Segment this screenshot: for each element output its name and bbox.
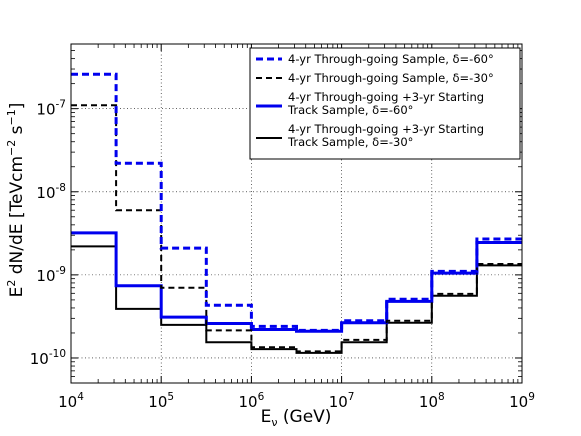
x-tick-exp: 9 (528, 391, 535, 403)
legend-label-2: 4-yr Through-going Sample, δ=-30° (288, 71, 494, 85)
series-line-1 (71, 72, 522, 332)
x-tick-exp: 5 (167, 391, 174, 403)
legend-label-1: 4-yr Through-going Sample, δ=-60° (288, 52, 494, 66)
legend-label-3: Track Sample, δ=-60° (287, 103, 413, 117)
y-axis-title: E2 dN/dE [TeVcm−2 s−1] (5, 103, 27, 298)
y-title-exp2: −1 (5, 109, 18, 125)
legend-label-4: 4-yr Through-going +3-yr Starting (288, 122, 484, 136)
y-tick-exp: -10 (49, 348, 66, 360)
x-tick-label: 107 (329, 391, 355, 411)
series-line-3 (71, 231, 522, 333)
x-tick-exp: 6 (258, 391, 265, 403)
series-group (71, 72, 522, 354)
y-tick-base: 10 (36, 101, 55, 119)
x-tick-base: 10 (239, 393, 258, 411)
x-tick-exp: 8 (438, 391, 445, 403)
y-title-s: s (7, 125, 27, 139)
legend-entries: 4-yr Through-going Sample, δ=-60° 4-yr Th… (256, 52, 494, 149)
y-tick-base: 10 (36, 267, 55, 285)
x-tick-exp: 4 (77, 391, 84, 403)
x-tick-label: 109 (509, 391, 535, 411)
y-tick-label: 10-9 (36, 265, 66, 285)
y-tick-base: 10 (36, 184, 55, 202)
y-title-mid: dN/dE [TeVcm (7, 156, 27, 280)
y-title-exp1: −2 (5, 140, 18, 156)
y-title-e: E (7, 287, 27, 298)
y-tick-exp: -8 (56, 182, 66, 194)
y-tick-label: 10-10 (30, 348, 66, 368)
x-tick-label: 105 (148, 391, 174, 411)
x-tick-label: 104 (58, 391, 84, 411)
legend: 4-yr Through-going Sample, δ=-60° 4-yr Th… (249, 47, 521, 160)
y-tick-label: 10-7 (36, 99, 66, 119)
x-tick-exp: 7 (348, 391, 355, 403)
legend-box (249, 47, 521, 160)
y-tick-exp: -9 (56, 265, 66, 277)
y-title-sq: 2 (5, 280, 18, 287)
y-tick-label: 10-8 (36, 182, 66, 202)
legend-label-4: Track Sample, δ=-30° (287, 135, 413, 149)
x-axis-title-sub: ν (271, 416, 277, 429)
x-tick-base: 10 (58, 393, 77, 411)
y-title-close: ] (7, 103, 27, 110)
legend-label-3: 4-yr Through-going +3-yr Starting (288, 90, 484, 104)
x-tick-label: 106 (239, 391, 265, 411)
x-axis-title-unit: (GeV) (277, 407, 331, 427)
x-tick-base: 10 (329, 393, 348, 411)
x-tick-base: 10 (148, 393, 167, 411)
series-line-4 (71, 245, 522, 354)
x-tick-base: 10 (509, 393, 528, 411)
x-axis-title-main: E (261, 407, 272, 427)
plot-frame (70, 43, 523, 384)
x-axis-title: Eν (GeV) (261, 407, 332, 429)
y-tick-exp: -7 (56, 99, 66, 111)
y-axis-title-group: E2 dN/dE [TeVcm−2 s−1] (5, 103, 27, 298)
x-tick-base: 10 (419, 393, 438, 411)
x-tick-label: 108 (419, 391, 445, 411)
y-tick-base: 10 (30, 350, 49, 368)
